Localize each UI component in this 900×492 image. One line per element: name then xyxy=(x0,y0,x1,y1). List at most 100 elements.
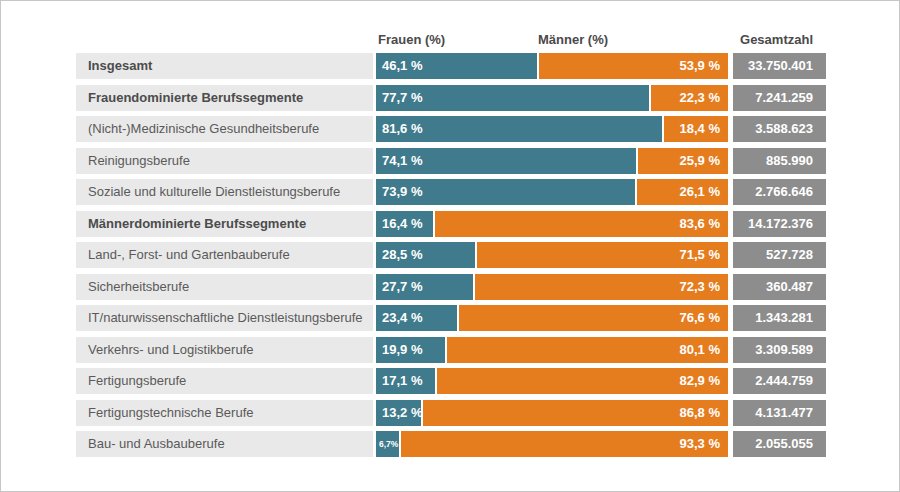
table-row: Frauendominierte Berufssegmente 77,7 % 2… xyxy=(76,85,826,111)
frauen-value: 16,4 % xyxy=(376,211,433,237)
bar-group: 16,4 % 83,6 % xyxy=(376,211,728,237)
bar-group: 6,7% 93,3 % xyxy=(376,431,728,457)
table-row: Fertigungsberufe 17,1 % 82,9 % 2.444.759 xyxy=(76,368,826,394)
maenner-value: 72,3 % xyxy=(475,274,729,300)
frauen-bar: 74,1 % xyxy=(376,148,636,174)
total-box: 2.766.646 xyxy=(733,179,826,205)
total-box: 3.588.623 xyxy=(733,116,826,142)
frauen-bar: 16,4 % xyxy=(376,211,433,237)
maenner-bar: 80,1 % xyxy=(447,337,728,363)
maenner-value: 93,3 % xyxy=(401,431,728,457)
maenner-value: 82,9 % xyxy=(437,368,728,394)
frauen-bar: 73,9 % xyxy=(376,179,635,205)
table-row: Land-, Forst- und Gartenbauberufe 28,5 %… xyxy=(76,242,826,268)
gender-occupation-chart: Frauen (%) Männer (%) Gesamtzahl Insgesa… xyxy=(76,32,826,463)
frauen-column-header: Frauen (%) xyxy=(378,32,445,47)
total-box: 527.728 xyxy=(733,242,826,268)
total-value: 2.766.646 xyxy=(755,184,813,199)
maenner-value: 71,5 % xyxy=(477,242,728,268)
row-label: Fertigungsberufe xyxy=(76,368,373,394)
maenner-bar: 76,6 % xyxy=(459,305,728,331)
frauen-value: 13,2 % xyxy=(376,400,421,426)
row-label: Frauendominierte Berufssegmente xyxy=(76,85,373,111)
row-label: Fertigungstechnische Berufe xyxy=(76,400,373,426)
table-row: Soziale und kulturelle Dienstleistungsbe… xyxy=(76,179,826,205)
row-label: Reinigungsberufe xyxy=(76,148,373,174)
total-box: 3.309.589 xyxy=(733,337,826,363)
total-value: 885.990 xyxy=(766,153,813,168)
table-row: Verkehrs- und Logistikberufe 19,9 % 80,1… xyxy=(76,337,826,363)
row-label: Männerdominierte Berufssegmente xyxy=(76,211,373,237)
maenner-value: 86,8 % xyxy=(423,400,728,426)
frauen-value: 17,1 % xyxy=(376,368,435,394)
maenner-bar: 72,3 % xyxy=(475,274,729,300)
maenner-value: 83,6 % xyxy=(435,211,728,237)
total-box: 1.343.281 xyxy=(733,305,826,331)
table-row: Sicherheitsberufe 27,7 % 72,3 % 360.487 xyxy=(76,274,826,300)
frauen-bar: 46,1 % xyxy=(376,53,537,79)
total-value: 4.131.477 xyxy=(755,405,813,420)
frauen-bar: 23,4 % xyxy=(376,305,457,331)
bar-group: 77,7 % 22,3 % xyxy=(376,85,728,111)
row-label: Land-, Forst- und Gartenbauberufe xyxy=(76,242,373,268)
bar-group: 19,9 % 80,1 % xyxy=(376,337,728,363)
maenner-bar: 18,4 % xyxy=(664,116,728,142)
maenner-value: 25,9 % xyxy=(638,148,728,174)
bar-group: 23,4 % 76,6 % xyxy=(376,305,728,331)
total-value: 3.588.623 xyxy=(755,121,813,136)
total-box: 2.055.055 xyxy=(733,431,826,457)
total-box: 4.131.477 xyxy=(733,400,826,426)
maenner-bar: 82,9 % xyxy=(437,368,728,394)
bar-group: 28,5 % 71,5 % xyxy=(376,242,728,268)
maenner-value: 76,6 % xyxy=(459,305,728,331)
row-label: (Nicht-)Medizinische Gesundheitsberufe xyxy=(76,116,373,142)
table-row: Reinigungsberufe 74,1 % 25,9 % 885.990 xyxy=(76,148,826,174)
bar-group: 27,7 % 72,3 % xyxy=(376,274,728,300)
total-box: 2.444.759 xyxy=(733,368,826,394)
total-value: 360.487 xyxy=(766,279,813,294)
frauen-value: 28,5 % xyxy=(376,242,475,268)
frauen-bar: 13,2 % xyxy=(376,400,421,426)
maenner-bar: 93,3 % xyxy=(401,431,728,457)
row-label: IT/naturwissenschaftliche Dienstleistung… xyxy=(76,305,373,331)
maenner-bar: 53,9 % xyxy=(539,53,728,79)
bar-group: 46,1 % 53,9 % xyxy=(376,53,728,79)
total-value: 1.343.281 xyxy=(755,310,813,325)
frauen-value: 19,9 % xyxy=(376,337,445,363)
maenner-bar: 25,9 % xyxy=(638,148,728,174)
row-label: Sicherheitsberufe xyxy=(76,274,373,300)
maenner-bar: 86,8 % xyxy=(423,400,728,426)
total-box: 33.750.401 xyxy=(733,53,826,79)
row-label: Insgesamt xyxy=(76,53,373,79)
rows-container: Insgesamt 46,1 % 53,9 % 33.750.401 Fraue… xyxy=(76,53,826,463)
frauen-bar: 27,7 % xyxy=(376,274,473,300)
maenner-value: 18,4 % xyxy=(664,116,728,142)
total-value: 14.172.376 xyxy=(748,216,813,231)
maenner-value: 26,1 % xyxy=(637,179,728,205)
frauen-value: 27,7 % xyxy=(376,274,473,300)
table-row: Insgesamt 46,1 % 53,9 % 33.750.401 xyxy=(76,53,826,79)
frauen-bar: 6,7% xyxy=(376,431,399,457)
frauen-bar: 28,5 % xyxy=(376,242,475,268)
maenner-value: 80,1 % xyxy=(447,337,728,363)
total-box: 360.487 xyxy=(733,274,826,300)
bar-group: 13,2 % 86,8 % xyxy=(376,400,728,426)
frauen-bar: 17,1 % xyxy=(376,368,435,394)
total-value: 2.055.055 xyxy=(755,436,813,451)
total-value: 3.309.589 xyxy=(755,342,813,357)
table-row: Bau- und Ausbauberufe 6,7% 93,3 % 2.055.… xyxy=(76,431,826,457)
maenner-value: 53,9 % xyxy=(539,53,728,79)
maenner-bar: 22,3 % xyxy=(651,85,729,111)
maenner-value: 22,3 % xyxy=(651,85,729,111)
maenner-column-header: Männer (%) xyxy=(538,32,608,47)
total-value: 527.728 xyxy=(766,247,813,262)
frauen-value: 6,7% xyxy=(376,431,399,457)
frauen-value: 81,6 % xyxy=(376,116,662,142)
maenner-bar: 71,5 % xyxy=(477,242,728,268)
chart-canvas: Frauen (%) Männer (%) Gesamtzahl Insgesa… xyxy=(0,0,900,492)
bar-group: 81,6 % 18,4 % xyxy=(376,116,728,142)
total-value: 2.444.759 xyxy=(755,373,813,388)
table-row: Männerdominierte Berufssegmente 16,4 % 8… xyxy=(76,211,826,237)
total-value: 33.750.401 xyxy=(748,58,813,73)
column-headers: Frauen (%) Männer (%) Gesamtzahl xyxy=(76,32,826,53)
